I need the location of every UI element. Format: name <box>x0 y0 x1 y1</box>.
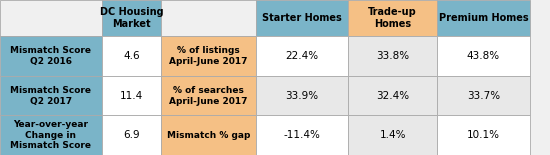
Text: 1.4%: 1.4% <box>379 130 406 140</box>
Text: 33.8%: 33.8% <box>376 51 409 61</box>
Text: 10.1%: 10.1% <box>467 130 500 140</box>
Text: Mismatch % gap: Mismatch % gap <box>167 131 250 140</box>
Text: Trade-up
Homes: Trade-up Homes <box>368 7 417 29</box>
Bar <box>102 115 161 155</box>
Bar <box>161 0 256 36</box>
Bar <box>348 76 437 115</box>
Text: % of searches
April-June 2017: % of searches April-June 2017 <box>169 86 248 106</box>
Bar <box>102 0 161 36</box>
Text: Mismatch Score
Q2 2017: Mismatch Score Q2 2017 <box>10 86 91 106</box>
Bar <box>0 76 102 115</box>
Text: 32.4%: 32.4% <box>376 91 409 101</box>
Bar <box>0 36 102 76</box>
Bar <box>102 36 161 76</box>
Text: 22.4%: 22.4% <box>285 51 318 61</box>
Text: 33.7%: 33.7% <box>467 91 500 101</box>
Bar <box>348 115 437 155</box>
Text: Premium Homes: Premium Homes <box>439 13 528 23</box>
Bar <box>437 76 530 115</box>
Bar <box>102 76 161 115</box>
Bar <box>437 0 530 36</box>
Text: -11.4%: -11.4% <box>283 130 321 140</box>
Text: 6.9: 6.9 <box>123 130 140 140</box>
Bar <box>0 0 102 36</box>
Text: Mismatch Score
Q2 2016: Mismatch Score Q2 2016 <box>10 46 91 66</box>
Text: 33.9%: 33.9% <box>285 91 318 101</box>
Bar <box>256 36 348 76</box>
Text: 11.4: 11.4 <box>120 91 143 101</box>
Text: % of listings
April-June 2017: % of listings April-June 2017 <box>169 46 248 66</box>
Bar <box>0 115 102 155</box>
Text: Starter Homes: Starter Homes <box>262 13 342 23</box>
Text: 4.6: 4.6 <box>123 51 140 61</box>
Bar <box>256 0 348 36</box>
Bar <box>161 76 256 115</box>
Bar <box>161 115 256 155</box>
Bar <box>161 36 256 76</box>
Bar <box>256 76 348 115</box>
Bar <box>348 36 437 76</box>
Text: 43.8%: 43.8% <box>467 51 500 61</box>
Bar <box>348 0 437 36</box>
Bar <box>256 115 348 155</box>
Bar <box>437 115 530 155</box>
Bar <box>437 36 530 76</box>
Text: Year-over-year
Change in
Mismatch Score: Year-over-year Change in Mismatch Score <box>10 120 91 151</box>
Text: DC Housing
Market: DC Housing Market <box>100 7 163 29</box>
